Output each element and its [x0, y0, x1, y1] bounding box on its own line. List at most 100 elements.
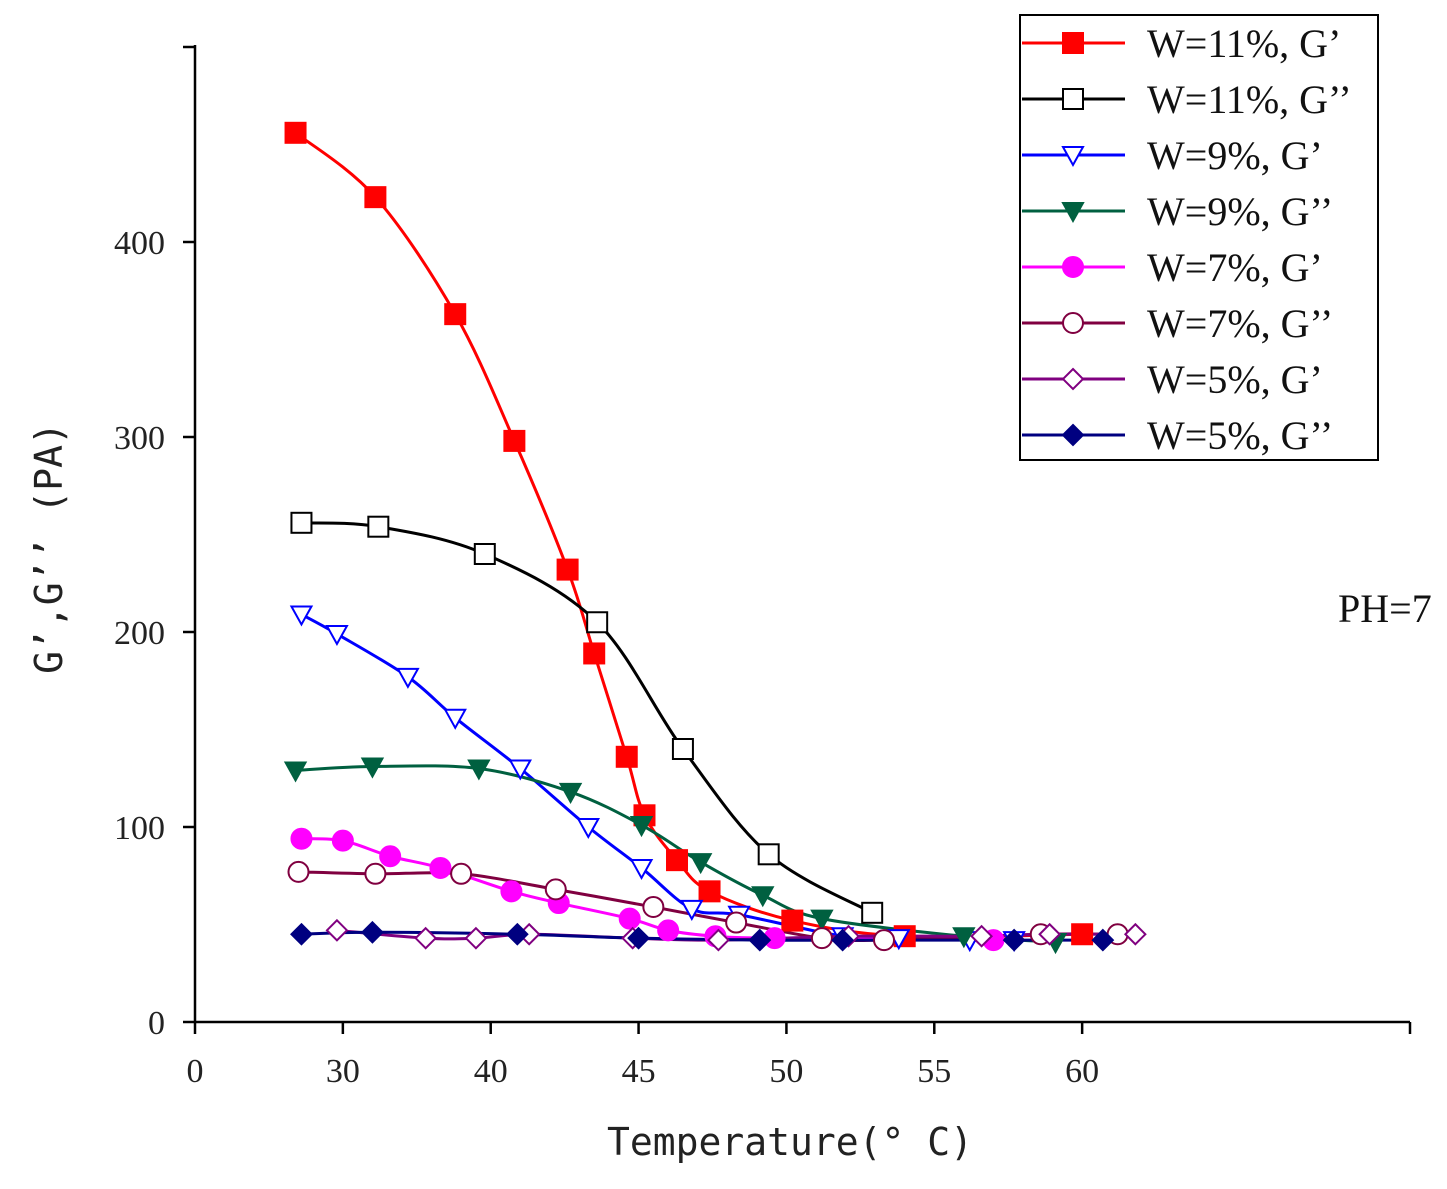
- series-markers-4: [283, 757, 1068, 955]
- series-markers-2: [290, 511, 884, 924]
- legend-item: W=7%, G’: [1022, 245, 1323, 290]
- data-point: [1038, 922, 1062, 946]
- data-point: [1123, 922, 1147, 946]
- data-point: [361, 920, 384, 944]
- legend-marker: [1061, 367, 1085, 391]
- data-point: [464, 926, 488, 950]
- legend-label: W=5%, G’: [1147, 357, 1323, 402]
- legend: W=11%, G’ W=11%, G’’ W=9%, G’ W=9%, G’’ W=7%…: [1019, 14, 1379, 461]
- data-point: [396, 667, 420, 689]
- x-tick-label: 60: [1065, 1053, 1099, 1090]
- y-tick-label: 100: [114, 810, 165, 847]
- data-point: [1091, 928, 1115, 952]
- data-point: [367, 515, 390, 538]
- data-point: [586, 611, 609, 634]
- series-markers-6: [287, 860, 1129, 952]
- ticks: [183, 45, 1412, 1034]
- data-point: [360, 757, 385, 779]
- series-markers: [283, 121, 1147, 955]
- legend-item: W=5%, G’: [1022, 357, 1323, 402]
- legend-label: W=11%, G’: [1147, 21, 1341, 66]
- data-point: [429, 856, 452, 879]
- legend-item: W=11%, G’: [1022, 21, 1341, 66]
- series-markers-3: [289, 605, 1026, 953]
- data-point: [325, 624, 349, 647]
- legend-label: W=9%, G’’: [1147, 189, 1333, 234]
- data-point: [810, 927, 833, 950]
- tick-labels: 0 30 40 45 50 55 60 0 100 200 300 400: [114, 225, 1099, 1090]
- legend-marker: [1062, 32, 1084, 54]
- ph-annotation: PH=7: [1338, 586, 1432, 631]
- data-point: [680, 899, 704, 921]
- legend-label: W=9%, G’: [1147, 133, 1323, 178]
- series-markers-1: [284, 121, 1094, 948]
- x-tick-label: 30: [326, 1053, 360, 1090]
- data-point: [952, 927, 976, 949]
- data-point: [558, 782, 583, 804]
- axes: [193, 45, 1410, 1024]
- series-line-5: [301, 837, 994, 942]
- data-point: [671, 738, 694, 760]
- data-point: [751, 886, 775, 908]
- data-point: [707, 928, 730, 952]
- data-point: [642, 895, 665, 918]
- data-point: [450, 862, 473, 885]
- legend-item: W=5%, G’’: [1022, 413, 1333, 458]
- data-point: [657, 919, 680, 942]
- series-line-3: [300, 613, 1015, 942]
- data-point: [583, 642, 606, 665]
- data-point: [364, 862, 387, 885]
- y-tick-label: 200: [114, 615, 165, 652]
- data-point: [379, 845, 402, 868]
- legend-label: W=7%, G’: [1147, 245, 1323, 290]
- x-tick-label: 55: [917, 1053, 951, 1090]
- data-point: [810, 909, 834, 931]
- data-point: [748, 928, 772, 952]
- data-point: [629, 816, 654, 838]
- x-axis-title: Temperature(° C): [607, 1120, 973, 1164]
- legend-item: W=9%, G’’: [1022, 189, 1333, 234]
- series-markers-8: [290, 920, 1115, 952]
- data-point: [725, 911, 748, 934]
- legend-item: W=7%, G’’: [1022, 301, 1333, 346]
- data-point: [331, 829, 354, 852]
- legend-label: W=11%, G’’: [1147, 77, 1352, 122]
- data-point: [698, 880, 721, 903]
- data-point: [443, 708, 467, 730]
- y-tick-label: 300: [114, 420, 165, 457]
- data-point: [627, 926, 650, 950]
- data-point: [500, 880, 523, 903]
- y-axis-title: G’,G’’ (PA): [27, 422, 71, 674]
- series-lines: [294, 131, 1136, 944]
- data-point: [503, 429, 526, 452]
- series-markers-7: [325, 918, 1147, 952]
- data-point: [757, 843, 780, 866]
- data-point: [831, 928, 855, 952]
- data-point: [970, 924, 994, 948]
- data-point: [1071, 923, 1094, 946]
- data-point: [576, 818, 600, 840]
- data-point: [618, 907, 641, 930]
- data-point: [666, 849, 689, 872]
- legend-marker: [1062, 88, 1084, 110]
- data-point: [290, 511, 313, 534]
- series-line-1: [294, 131, 1083, 939]
- data-point: [364, 186, 387, 209]
- legend-marker: [1062, 312, 1084, 334]
- data-point: [508, 759, 532, 781]
- data-point: [289, 605, 314, 627]
- x-tick-label: 50: [769, 1053, 803, 1090]
- legend-label: W=7%, G’’: [1147, 301, 1333, 346]
- data-point: [544, 878, 567, 901]
- data-point: [283, 761, 308, 783]
- data-point: [290, 827, 313, 850]
- data-point: [444, 303, 467, 326]
- legend-item: W=9%, G’: [1022, 133, 1323, 178]
- legend-marker: [1062, 256, 1084, 278]
- data-point: [873, 929, 896, 952]
- data-point: [467, 759, 491, 781]
- y-tick-label: 0: [148, 1005, 165, 1042]
- data-point: [781, 909, 804, 932]
- data-point: [861, 901, 884, 924]
